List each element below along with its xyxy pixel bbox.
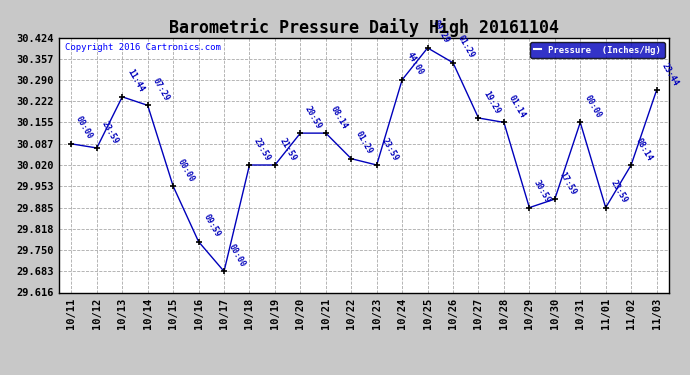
Text: 23:59: 23:59	[99, 119, 120, 145]
Text: 00:00: 00:00	[583, 93, 603, 120]
Text: 11:44: 11:44	[125, 68, 146, 94]
Text: 01:29: 01:29	[456, 34, 476, 60]
Title: Barometric Pressure Daily High 20161104: Barometric Pressure Daily High 20161104	[169, 18, 559, 38]
Text: 44:00: 44:00	[405, 51, 425, 77]
Text: 08:14: 08:14	[634, 136, 654, 162]
Text: 08:14: 08:14	[328, 104, 349, 130]
Text: 00:00: 00:00	[74, 115, 95, 141]
Text: 23:44: 23:44	[660, 61, 680, 87]
Text: 21:59: 21:59	[277, 136, 298, 162]
Text: 00:00: 00:00	[176, 157, 196, 183]
Text: Copyright 2016 Cartronics.com: Copyright 2016 Cartronics.com	[65, 43, 221, 52]
Text: 20:59: 20:59	[303, 104, 324, 130]
Text: 30:59: 30:59	[532, 178, 553, 205]
Text: 19:29: 19:29	[481, 89, 502, 115]
Legend: Pressure  (Inches/Hg): Pressure (Inches/Hg)	[530, 42, 664, 58]
Text: 07:29: 07:29	[150, 76, 171, 103]
Text: 09:59: 09:59	[201, 213, 221, 239]
Text: 09:29: 09:29	[431, 19, 451, 45]
Text: 23:59: 23:59	[609, 178, 629, 205]
Text: 17:59: 17:59	[558, 170, 578, 196]
Text: 00:00: 00:00	[227, 242, 247, 268]
Text: 23:59: 23:59	[253, 136, 273, 162]
Text: 23:59: 23:59	[380, 136, 400, 162]
Text: 01:14: 01:14	[506, 93, 527, 120]
Text: 01:29: 01:29	[354, 130, 375, 156]
